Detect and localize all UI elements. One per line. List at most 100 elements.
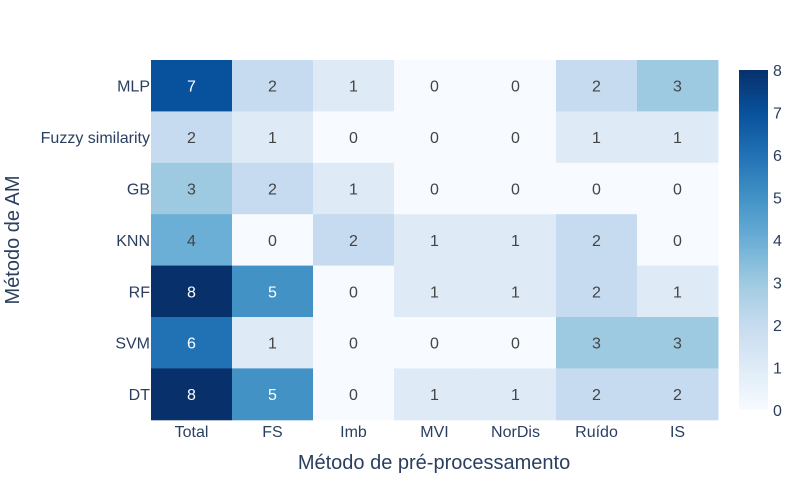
heatmap-cell-label: 2 [592, 284, 601, 301]
heatmap-cell-label: 2 [349, 233, 358, 250]
heatmap-cell-label: 2 [268, 182, 277, 199]
heatmap-cell-label: 3 [673, 79, 682, 96]
heatmap-cell-label: 1 [349, 79, 358, 96]
heatmap-cell [556, 111, 638, 164]
heatmap-cell [394, 317, 476, 369]
heatmap-cell [475, 60, 557, 112]
heatmap-cell [637, 368, 719, 421]
heatmap-cell [637, 265, 719, 318]
heatmap-cell-label: 1 [511, 284, 520, 301]
heatmap-cell [151, 368, 233, 421]
heatmap-cell-label: 0 [592, 182, 601, 199]
colorbar-ticks: 0 1 2 3 4 5 6 7 8 [773, 63, 782, 420]
heatmap-cell-label: 8 [187, 284, 196, 301]
heatmap-cell-label: 5 [268, 284, 277, 301]
heatmap-cell [313, 60, 395, 112]
heatmap-cell [394, 265, 476, 318]
heatmap-cell [637, 111, 719, 164]
colorbar-tick-label: 0 [773, 403, 782, 420]
heatmap-cell-label: 0 [349, 387, 358, 404]
x-tick-label: FS [262, 424, 282, 441]
heatmap-cell-label: 0 [349, 284, 358, 301]
heatmap-cell-label: 0 [511, 336, 520, 353]
heatmap-cell [232, 368, 314, 421]
heatmap-cell-label: 2 [592, 233, 601, 250]
heatmap-cell [232, 60, 314, 112]
x-tick-label: MVI [420, 424, 448, 441]
heatmap-cell-label: 0 [511, 182, 520, 199]
heatmap-cell-label: 1 [511, 387, 520, 404]
heatmap-cell [637, 317, 719, 369]
colorbar-tick-label: 1 [773, 361, 782, 378]
heatmap-cell [232, 111, 314, 164]
heatmap-cell-label: 0 [511, 79, 520, 96]
heatmap-cell-label: 1 [673, 130, 682, 147]
heatmap-cell [151, 214, 233, 267]
colorbar-tick-label: 3 [773, 276, 782, 293]
heatmap-cells [151, 60, 719, 421]
heatmap-cell [394, 60, 476, 112]
colorbar-tick-label: 8 [773, 63, 782, 80]
heatmap-cell-label: 0 [673, 233, 682, 250]
heatmap-cell [394, 162, 476, 215]
y-axis-title: Método de AM [2, 176, 24, 305]
heatmap-cell-label: 1 [592, 130, 601, 147]
heatmap-cell-label: 5 [268, 387, 277, 404]
heatmap-cell [232, 317, 314, 369]
heatmap-cell [313, 111, 395, 164]
heatmap-cell-label: 1 [268, 336, 277, 353]
heatmap-cell-label: 1 [430, 233, 439, 250]
y-tick-label: Fuzzy similarity [41, 130, 150, 147]
heatmap-cell [313, 162, 395, 215]
heatmap-cell [232, 214, 314, 267]
heatmap-cell-label: 0 [268, 233, 277, 250]
y-tick-label: RF [129, 284, 151, 301]
heatmap-cell [475, 317, 557, 369]
heatmap-cell [151, 60, 233, 112]
heatmap-cell [475, 265, 557, 318]
colorbar-tick-label: 4 [773, 233, 782, 250]
heatmap-cell [394, 368, 476, 421]
heatmap-cell [313, 368, 395, 421]
heatmap-cell-label: 2 [268, 79, 277, 96]
heatmap-cell-label: 2 [592, 79, 601, 96]
heatmap-cell-label: 3 [673, 336, 682, 353]
heatmap-cell [556, 214, 638, 267]
heatmap-cell [556, 317, 638, 369]
heatmap-cell [151, 162, 233, 215]
heatmap-cell [556, 265, 638, 318]
heatmap-cell-label: 2 [592, 387, 601, 404]
heatmap-cell [637, 162, 719, 215]
heatmap-cell-labels: 7 2 1 0 0 2 3 2 1 0 0 0 1 1 3 2 1 0 0 0 0 4 0 2 1 1 2 0 8 5 0 1 1 2 1 6 1 0 0 0… [187, 79, 682, 404]
x-tick-label: Total [175, 424, 209, 441]
y-tick-label: MLP [117, 79, 150, 96]
heatmap-cell-label: 0 [430, 79, 439, 96]
heatmap-cell-label: 0 [430, 130, 439, 147]
heatmap-cell-label: 0 [430, 336, 439, 353]
heatmap-cell [475, 368, 557, 421]
heatmap-cell [394, 214, 476, 267]
heatmap-cell [151, 265, 233, 318]
heatmap-cell [637, 60, 719, 112]
heatmap-cell-label: 3 [592, 336, 601, 353]
heatmap-cell [556, 60, 638, 112]
heatmap-cell [475, 162, 557, 215]
heatmap-cell [151, 317, 233, 369]
heatmap-cell-label: 0 [511, 130, 520, 147]
colorbar-tick-label: 7 [773, 106, 782, 123]
heatmap-cell [556, 162, 638, 215]
y-axis-ticks: MLP Fuzzy similarity GB KNN RF SVM DT [41, 79, 151, 404]
y-tick-label: SVM [115, 336, 150, 353]
heatmap-cell [232, 162, 314, 215]
heatmap-cell [637, 214, 719, 267]
heatmap-cell [313, 214, 395, 267]
x-tick-label: IS [670, 424, 685, 441]
heatmap-cell [556, 368, 638, 421]
heatmap-cell-label: 4 [187, 233, 196, 250]
heatmap-cell-label: 1 [430, 284, 439, 301]
heatmap-cell-label: 0 [349, 336, 358, 353]
heatmap-cell-label: 0 [349, 130, 358, 147]
y-tick-label: GB [127, 182, 150, 199]
heatmap-cell [232, 265, 314, 318]
